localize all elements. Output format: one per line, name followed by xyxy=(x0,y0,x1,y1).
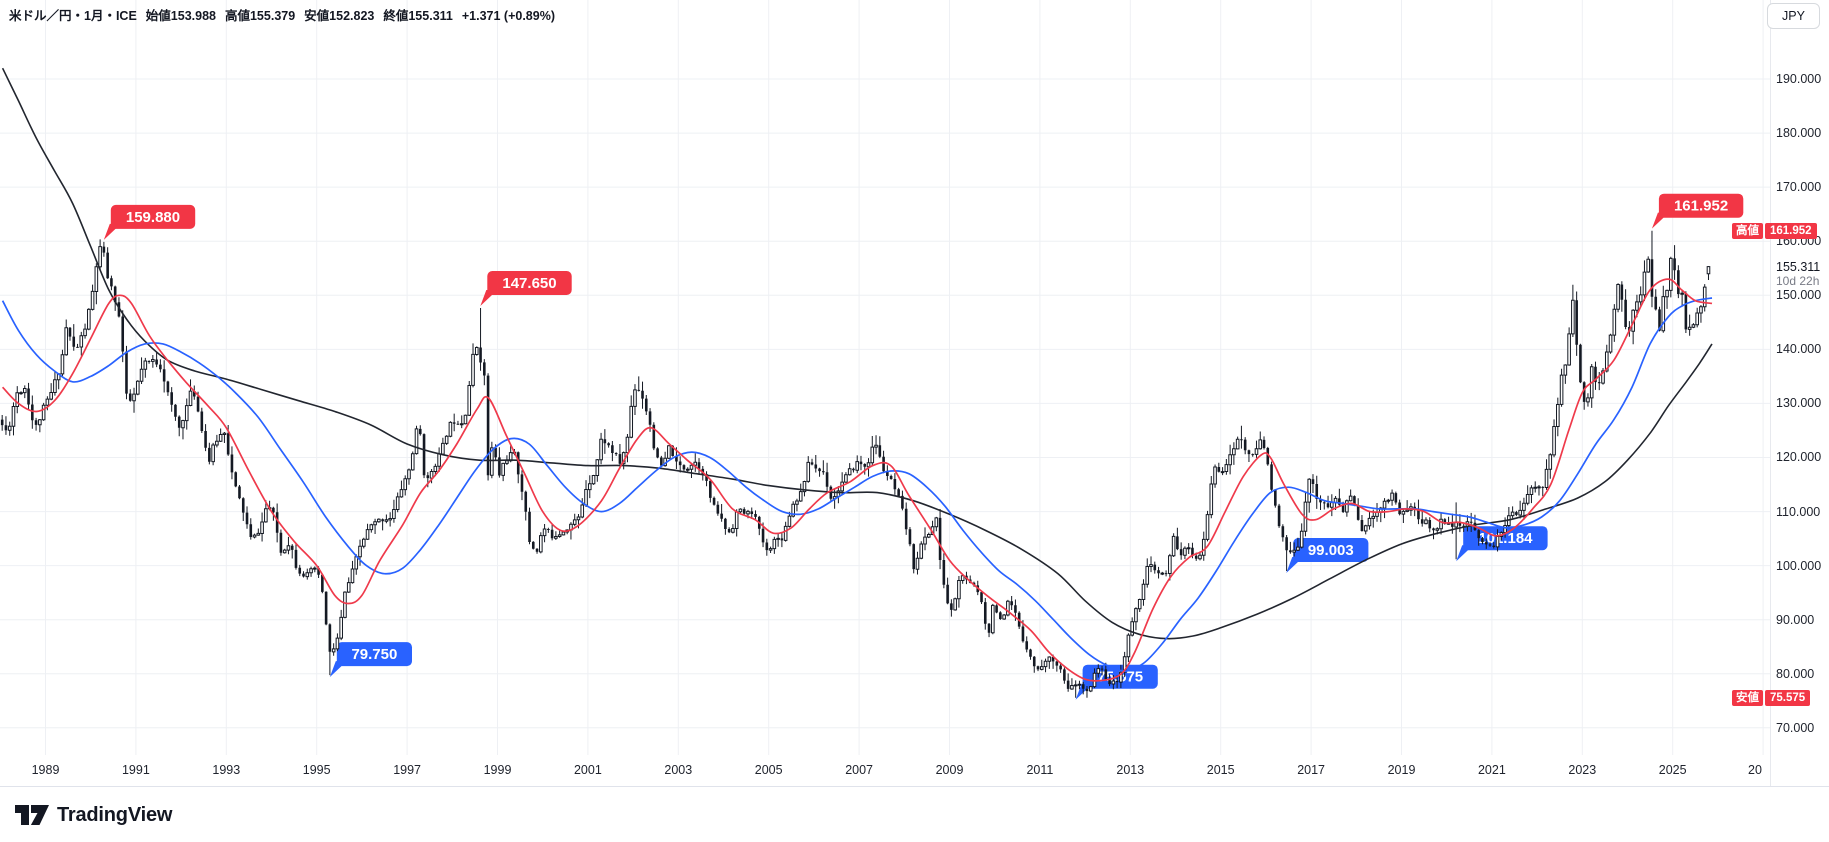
price-tick-label: 120.000 xyxy=(1776,450,1822,465)
time-tick-label: 2011 xyxy=(1026,763,1054,777)
ma-slow-black xyxy=(1,67,1713,640)
price-callouts: 159.880147.650161.95279.75075.57599.0031… xyxy=(103,193,1744,700)
price-chart-canvas[interactable]: 159.880147.650161.95279.75075.57599.0031… xyxy=(0,0,1770,786)
currency-unit-button[interactable]: JPY xyxy=(1767,3,1820,29)
time-tick-label: 1989 xyxy=(31,763,60,777)
time-scale[interactable]: 1989 1991 1993 1995 1997 1999 2001 2003 2005 2007… xyxy=(0,755,1770,786)
chart-bottom-border xyxy=(0,786,1829,787)
low-price-axis-tag-value: 75.575 xyxy=(1765,689,1811,706)
svg-text:99.003: 99.003 xyxy=(1308,542,1354,559)
time-tick-label: 1993 xyxy=(212,763,241,777)
time-tick-label: 20 xyxy=(1748,763,1762,777)
time-tick-label: 2025 xyxy=(1658,763,1687,777)
time-tick-label: 2001 xyxy=(573,763,602,777)
time-tick-label: 2005 xyxy=(754,763,783,777)
price-tick-label: 90.000 xyxy=(1776,612,1815,627)
price-tick-label: 130.000 xyxy=(1776,396,1822,411)
tradingview-logo-text: TradingView xyxy=(57,803,173,826)
moving-average-lines xyxy=(1,67,1713,682)
callout-price-label[interactable]: 147.650 xyxy=(480,271,572,306)
low-price-axis-tag: 安値 75.575 xyxy=(1732,689,1811,706)
time-tick-label: 2003 xyxy=(664,763,693,777)
price-tick-label: 80.000 xyxy=(1776,666,1815,681)
tradingview-logo[interactable]: TradingView xyxy=(14,800,172,830)
time-tick-label: 2009 xyxy=(935,763,964,777)
time-tick-label: 1995 xyxy=(302,763,331,777)
legend-open: 始値153.988 xyxy=(145,9,216,23)
candlestick-series xyxy=(0,230,1711,698)
legend-symbol: 米ドル／円・1月・ICE xyxy=(9,9,137,23)
legend-change: +1.371 (+0.89%) xyxy=(461,9,555,23)
high-price-axis-tag-label: 高値 xyxy=(1732,222,1763,239)
callout-price-label[interactable]: 99.003 xyxy=(1286,538,1369,574)
low-price-axis-tag-label: 安値 xyxy=(1732,689,1763,706)
legend-close: 終値155.311 xyxy=(383,9,453,23)
time-tick-label: 2023 xyxy=(1568,763,1597,777)
legend-low: 安値152.823 xyxy=(304,9,375,23)
price-tick-label: 140.000 xyxy=(1776,342,1822,357)
svg-text:79.750: 79.750 xyxy=(351,646,397,663)
callout-price-label[interactable]: 161.952 xyxy=(1651,193,1744,229)
legend-high: 高値155.379 xyxy=(224,9,296,23)
price-tick-label: 110.000 xyxy=(1776,504,1821,519)
ohlc-legend: 米ドル／円・1月・ICE 始値153.988 高値155.379 安値152.823 終… xyxy=(9,5,564,24)
bar-close-countdown: 10d 22h xyxy=(1776,273,1820,288)
high-price-axis-tag: 高値 161.952 xyxy=(1732,222,1817,239)
time-tick-label: 1999 xyxy=(483,763,512,777)
price-scale[interactable]: 190.000 180.000 170.000 160.000 150.000 140.0… xyxy=(1732,0,1829,786)
svg-text:161.952: 161.952 xyxy=(1674,198,1728,215)
time-tick-label: 2007 xyxy=(845,763,873,777)
time-tick-label: 2021 xyxy=(1477,763,1506,777)
time-tick-label: 2015 xyxy=(1206,763,1235,777)
grid-lines xyxy=(0,0,1770,755)
callout-price-label[interactable]: 101.184 xyxy=(1456,526,1548,562)
high-price-axis-tag-value: 161.952 xyxy=(1765,222,1817,239)
callout-price-label[interactable]: 159.880 xyxy=(103,204,196,240)
svg-text:147.650: 147.650 xyxy=(502,275,556,292)
price-tick-label: 170.000 xyxy=(1776,180,1822,195)
price-tick-label: 190.000 xyxy=(1776,72,1822,86)
svg-text:159.880: 159.880 xyxy=(126,209,180,226)
time-tick-label: 1997 xyxy=(393,763,421,777)
callout-price-label[interactable]: 79.750 xyxy=(329,642,412,678)
time-tick-label: 1991 xyxy=(121,763,150,777)
price-tick-label: 180.000 xyxy=(1776,126,1822,141)
ma-medium-blue xyxy=(1,297,1713,672)
time-tick-label: 2017 xyxy=(1297,763,1325,777)
time-tick-label: 2013 xyxy=(1116,763,1145,777)
ma-fast-red xyxy=(1,278,1713,682)
tradingview-logo-icon xyxy=(15,805,49,825)
price-tick-label: 100.000 xyxy=(1776,558,1822,573)
price-tick-label: 70.000 xyxy=(1776,720,1815,735)
current-price-label: 155.311 xyxy=(1776,259,1821,274)
price-tick-label: 150.000 xyxy=(1776,288,1822,303)
time-tick-label: 2019 xyxy=(1387,763,1416,777)
